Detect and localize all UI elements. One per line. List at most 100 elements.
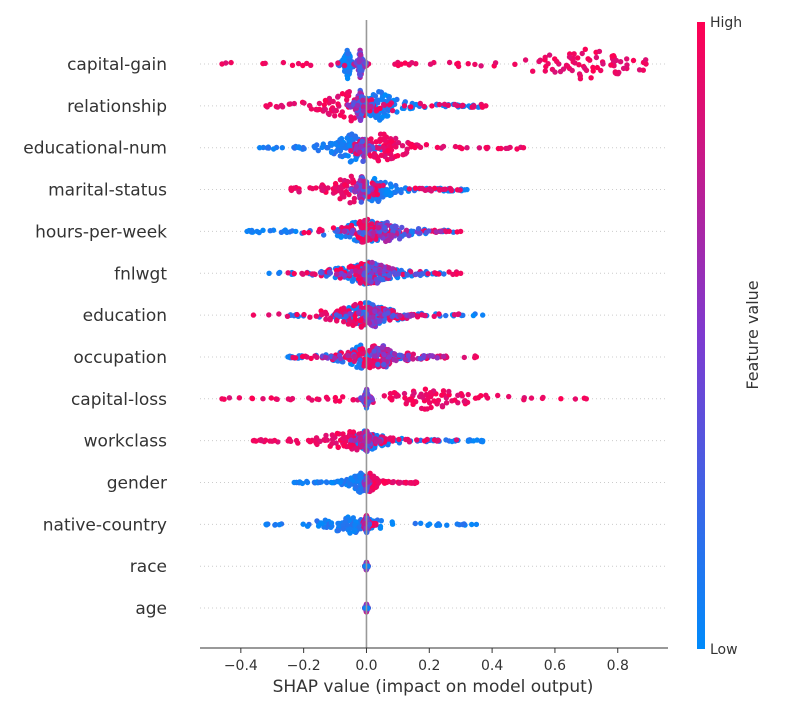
shap-point [357, 269, 363, 275]
x-tick-label: 0.2 [418, 658, 440, 674]
shap-point [404, 271, 410, 278]
shap-point [382, 312, 388, 318]
shap-point [323, 432, 329, 439]
shap-point [268, 395, 274, 401]
shap-point [505, 145, 511, 151]
shap-point [372, 308, 378, 314]
shap-point [560, 66, 567, 72]
shap-point [387, 181, 394, 187]
shap-point [318, 184, 324, 190]
shap-point [608, 62, 614, 68]
colorbar-gradient [697, 22, 705, 649]
shap-point [324, 145, 330, 151]
feature-labels: capital-gain relationship educational-num m… [23, 55, 167, 619]
shap-point [341, 57, 347, 63]
shap-point [270, 146, 277, 152]
shap-point [382, 138, 388, 144]
shap-point [293, 228, 299, 235]
shap-point [367, 146, 373, 153]
shap-point [316, 100, 323, 107]
shap-point [366, 320, 373, 326]
shap-point [380, 101, 387, 108]
shap-point [337, 313, 343, 319]
shap-point [572, 396, 579, 402]
shap-point [588, 75, 594, 81]
shap-point [347, 311, 353, 317]
shap-point [442, 228, 449, 234]
shap-point [350, 322, 356, 328]
shap-point [360, 97, 366, 104]
shap-point [295, 60, 302, 67]
shap-point [381, 393, 387, 399]
shap-point [426, 228, 432, 234]
shap-point [357, 52, 364, 58]
shap-point [325, 110, 332, 117]
shap-point [370, 229, 376, 236]
shap-point [399, 143, 406, 149]
shap-point [285, 438, 291, 444]
feature-label-age: age [135, 599, 167, 619]
points-relationship [263, 87, 489, 124]
shap-point [314, 441, 320, 448]
shap-point [263, 521, 269, 528]
shap-point [262, 60, 268, 66]
shap-point [546, 52, 553, 58]
shap-point [374, 107, 380, 113]
shap-point [288, 186, 294, 193]
shap-point [431, 398, 437, 404]
shap-point [345, 51, 351, 57]
shap-point [389, 519, 395, 525]
shap-point [587, 57, 593, 63]
shap-point [347, 481, 353, 487]
shap-point [458, 270, 464, 276]
shap-point [552, 69, 558, 75]
shap-point [444, 522, 450, 528]
shap-point [341, 443, 347, 449]
shap-point [409, 141, 415, 148]
shap-point [412, 520, 418, 527]
shap-point [313, 313, 319, 319]
shap-point [357, 300, 364, 307]
shap-point [613, 70, 619, 77]
shap-point [382, 92, 388, 98]
shap-point [309, 397, 315, 403]
shap-point [344, 97, 350, 103]
shap-point [359, 236, 366, 243]
shap-point [453, 437, 460, 443]
colorbar: High Low Feature value [697, 15, 762, 658]
shap-point [350, 227, 356, 234]
shap-point [344, 135, 350, 141]
shap-point [294, 311, 300, 318]
shap-point [368, 136, 374, 142]
shap-point [337, 137, 343, 143]
shap-point [594, 64, 600, 71]
shap-point [358, 144, 364, 150]
shap-point [368, 103, 374, 110]
shap-point [306, 102, 313, 109]
shap-point [369, 259, 375, 266]
shap-point [393, 223, 399, 230]
shap-point [448, 186, 454, 192]
shap-point [436, 101, 443, 108]
shap-point [340, 394, 346, 400]
shap-point [400, 271, 406, 278]
shap-point [414, 437, 420, 443]
shap-point [579, 50, 585, 57]
shap-point [389, 107, 396, 114]
shap-point [344, 75, 351, 82]
points-capital-gain [219, 46, 649, 82]
shap-point [322, 106, 328, 113]
shap-point [483, 103, 489, 109]
shap-point [540, 394, 546, 401]
shap-points [219, 46, 649, 615]
shap-point [408, 104, 414, 110]
shap-point [381, 131, 387, 137]
shap-point [410, 356, 416, 362]
shap-point [358, 224, 364, 230]
shap-point [266, 270, 272, 276]
feature-label-gender: gender [107, 474, 167, 494]
x-tick-label: 0.8 [607, 658, 629, 674]
shap-point [624, 62, 630, 68]
shap-point [351, 133, 358, 140]
shap-point [367, 305, 373, 312]
